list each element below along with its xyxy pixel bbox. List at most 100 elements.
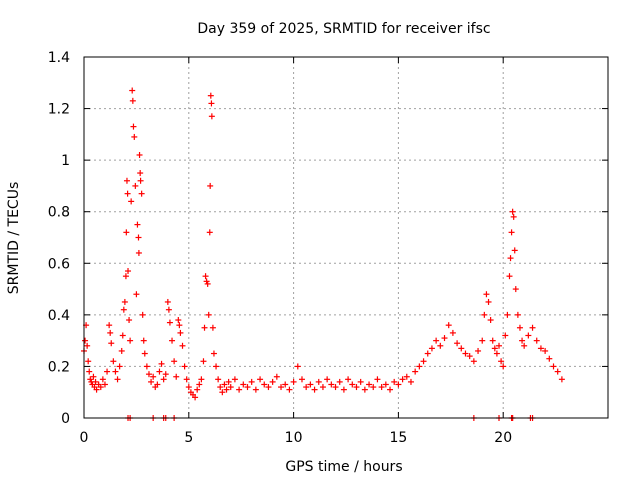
data-point [135, 249, 142, 256]
x-tick-label: 0 [80, 430, 89, 446]
data-point [160, 376, 167, 383]
data-point [84, 342, 91, 349]
data-point [101, 381, 108, 388]
data-point [107, 329, 114, 336]
data-point [240, 381, 247, 388]
data-point [129, 97, 136, 104]
data-point [491, 345, 498, 352]
data-point [108, 340, 115, 347]
data-point [181, 363, 188, 370]
data-point [294, 363, 301, 370]
y-tick-label: 0.6 [48, 256, 70, 272]
data-point [483, 291, 490, 298]
data-point [502, 332, 509, 339]
data-point [93, 386, 100, 393]
data-point [510, 213, 517, 220]
y-tick-label: 0 [61, 411, 70, 427]
data-point [537, 345, 544, 352]
data-point [162, 371, 169, 378]
data-point [128, 198, 135, 205]
data-point [244, 384, 251, 391]
data-point [550, 363, 557, 370]
data-point [332, 384, 339, 391]
data-point [118, 347, 125, 354]
data-point [403, 373, 410, 380]
data-point [143, 363, 150, 370]
data-point [185, 384, 192, 391]
data-point [506, 273, 513, 280]
data-point [470, 358, 477, 365]
data-point [99, 376, 106, 383]
data-point [200, 358, 207, 365]
data-point [137, 170, 144, 177]
data-point [514, 311, 521, 318]
data-point [92, 378, 99, 385]
data-point [345, 376, 352, 383]
data-point [129, 87, 136, 94]
data-point [366, 381, 373, 388]
data-point [508, 229, 515, 236]
data-point [85, 358, 92, 365]
data-point [213, 363, 220, 370]
data-point [97, 384, 104, 391]
data-point [225, 378, 232, 385]
data-point [475, 347, 482, 354]
data-point [156, 368, 163, 375]
data-point [546, 355, 553, 362]
x-tick-label: 20 [494, 430, 512, 446]
data-point [207, 92, 214, 99]
data-point [227, 384, 234, 391]
data-point [90, 373, 97, 380]
data-point [120, 306, 127, 313]
data-point [139, 311, 146, 318]
data-point [437, 342, 444, 349]
data-point [86, 368, 93, 375]
data-point [138, 190, 145, 197]
data-point [511, 247, 518, 254]
data-point [340, 386, 347, 393]
data-point [236, 386, 243, 393]
data-point [202, 273, 209, 280]
data-point [221, 381, 228, 388]
data-point [416, 363, 423, 370]
data-point [176, 322, 183, 329]
data-point [507, 255, 514, 262]
data-point [407, 378, 414, 385]
data-point [449, 329, 456, 336]
data-point [110, 358, 117, 365]
data-point [206, 229, 213, 236]
data-point [169, 337, 176, 344]
data-point [498, 358, 505, 365]
data-point [198, 376, 205, 383]
data-point [489, 337, 496, 344]
data-point [307, 381, 314, 388]
ticks-layer: 0 5 10 15 20 0 0.2 0.4 0.6 0.8 1 1.2 1.4 [48, 50, 608, 446]
data-point [121, 298, 128, 305]
data-point [336, 378, 343, 385]
data-point [328, 381, 335, 388]
data-point [150, 373, 157, 380]
data-point [282, 381, 289, 388]
data-point [361, 386, 368, 393]
data-point [131, 133, 138, 140]
data-point [349, 381, 356, 388]
data-point [441, 335, 448, 342]
data-point [208, 100, 215, 107]
data-point [542, 347, 549, 354]
data-point [454, 340, 461, 347]
data-point [458, 345, 465, 352]
data-point [257, 376, 264, 383]
data-point [82, 337, 89, 344]
data-point [273, 373, 280, 380]
data-point [134, 221, 141, 228]
x-axis-title: GPS time / hours [285, 459, 402, 475]
data-point [145, 371, 152, 378]
data-point [529, 324, 536, 331]
data-point [462, 350, 469, 357]
data-point [127, 337, 134, 344]
data-point [137, 177, 144, 184]
data-point [133, 291, 140, 298]
data-point [525, 332, 532, 339]
data-point [207, 182, 214, 189]
